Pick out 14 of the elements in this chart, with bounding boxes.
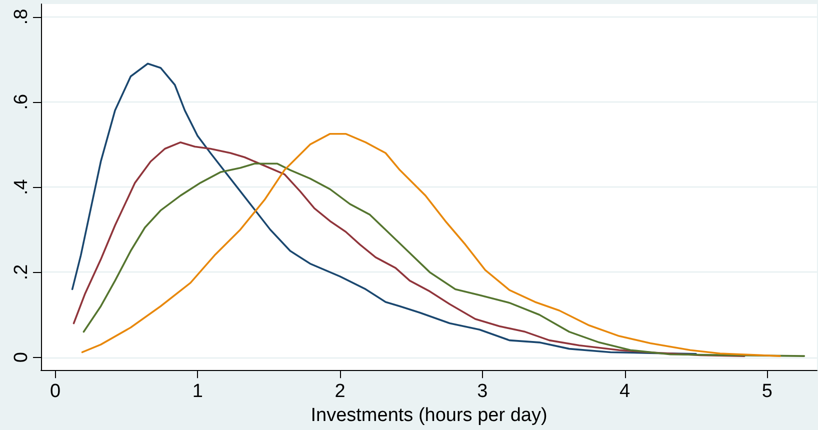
y-tick-label: .4 bbox=[11, 178, 32, 195]
x-tick-label: 0 bbox=[50, 381, 61, 402]
x-tick-label: 2 bbox=[334, 381, 346, 402]
line-series bbox=[82, 162, 806, 357]
line-series bbox=[71, 62, 697, 355]
y-tick-label: .2 bbox=[11, 264, 32, 280]
x-tick-label: 5 bbox=[762, 381, 772, 402]
x-axis-title: Investments (hours per day) bbox=[310, 405, 548, 426]
y-tick-label: 0 bbox=[11, 352, 32, 363]
x-tick-label: 3 bbox=[477, 381, 488, 402]
x-tick-label: 1 bbox=[192, 381, 203, 402]
y-tick-label: .6 bbox=[11, 94, 32, 110]
y-tick-label: .8 bbox=[11, 8, 32, 25]
x-tick-label: 4 bbox=[619, 381, 630, 402]
